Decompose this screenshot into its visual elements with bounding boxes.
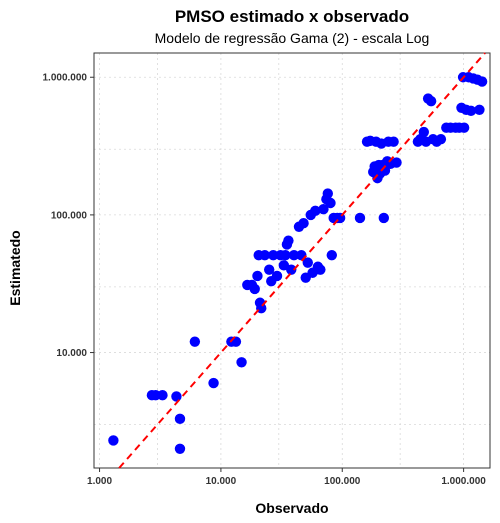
x-tick-label: 100.000	[324, 476, 361, 487]
plot-panel	[93, 52, 491, 469]
y-tick-label: 1.000.000	[43, 73, 88, 84]
data-point	[252, 270, 263, 282]
reference-line	[118, 52, 486, 469]
data-point	[174, 413, 186, 425]
data-point	[465, 105, 477, 117]
x-axis-ticks: 1.000 10.000 100.000 1.000.000	[87, 468, 486, 487]
data-point	[288, 249, 300, 261]
chart-title: PMSO estimado x observado	[175, 7, 409, 26]
y-tick-label: 10.000	[56, 348, 87, 359]
data-point	[326, 249, 337, 261]
data-point	[230, 336, 242, 347]
gridlines	[94, 53, 490, 468]
data-point	[322, 188, 333, 199]
x-tick-label: 1.000	[87, 476, 112, 487]
data-point	[263, 264, 275, 275]
y-tick-label: 100.000	[51, 210, 88, 221]
data-point	[391, 157, 402, 168]
chart-subtitle: Modelo de regressão Gama (2) - escala Lo…	[155, 30, 430, 46]
data-point	[315, 264, 326, 275]
data-point	[474, 104, 485, 116]
data-point	[171, 391, 182, 402]
data-point	[388, 136, 399, 147]
data-point	[283, 235, 294, 246]
x-axis-title: Observado	[255, 500, 328, 516]
data-point	[271, 270, 283, 282]
data-point	[208, 377, 219, 389]
x-tick-label: 10.000	[206, 476, 237, 487]
data-point	[268, 249, 279, 261]
data-point	[425, 95, 437, 107]
x-tick-label: 1.000.000	[441, 476, 486, 487]
data-point	[354, 212, 366, 224]
data-point	[418, 126, 430, 138]
data-point	[259, 249, 271, 261]
data-point	[157, 390, 168, 401]
data-point	[435, 133, 447, 145]
data-point	[280, 249, 291, 261]
data-point	[236, 357, 247, 368]
data-point	[378, 212, 390, 224]
y-axis-title: Estimatedo	[7, 230, 23, 305]
data-point	[302, 257, 313, 268]
data-point	[458, 122, 470, 133]
data-point	[108, 435, 119, 446]
data-point	[310, 205, 321, 217]
data-points	[108, 72, 488, 454]
data-point	[249, 283, 260, 295]
data-point	[286, 264, 297, 275]
data-point	[174, 443, 186, 454]
data-point	[298, 218, 309, 229]
data-point	[189, 336, 201, 347]
data-point	[325, 197, 336, 209]
data-point	[318, 204, 329, 215]
y-axis-ticks: 10.000 100.000 1.000.000	[43, 73, 94, 359]
data-point	[476, 76, 488, 87]
